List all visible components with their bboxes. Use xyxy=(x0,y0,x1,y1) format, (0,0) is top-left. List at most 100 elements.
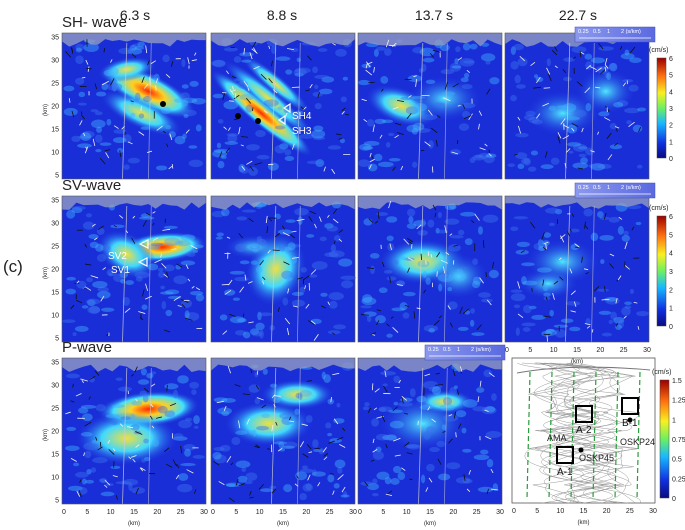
texture-patch xyxy=(462,448,472,453)
texture-patch xyxy=(66,426,77,431)
contour-line xyxy=(539,362,639,504)
texture-patch xyxy=(110,465,121,470)
slowness-arrow xyxy=(156,416,162,419)
texture-patch xyxy=(219,314,228,321)
texture-patch xyxy=(378,406,392,412)
texture-patch xyxy=(279,143,289,150)
texture-patch xyxy=(522,280,538,286)
x-axis-unit: (km) xyxy=(277,521,289,527)
fault-line xyxy=(591,42,595,180)
texture-patch xyxy=(573,143,588,152)
texture-patch xyxy=(71,135,81,143)
texture-patch xyxy=(425,277,431,285)
slowness-arrow xyxy=(376,309,382,312)
texture-patch xyxy=(517,163,525,170)
time-label-4: 22.7 s xyxy=(559,7,597,23)
texture-patch xyxy=(115,481,132,485)
slowness-arrow xyxy=(75,393,82,397)
slowness-arrow xyxy=(401,396,407,401)
slowness-arrow xyxy=(249,496,254,499)
slowness-arrow xyxy=(68,98,71,103)
x-tick-label: 15 xyxy=(130,509,138,516)
texture-patch xyxy=(604,72,610,78)
slowness-arrow xyxy=(369,164,372,170)
slowness-arrow xyxy=(615,322,619,327)
texture-patch xyxy=(553,324,568,328)
slowness-arrow xyxy=(337,474,344,481)
slowness-arrow xyxy=(297,277,304,280)
texture-patch xyxy=(423,380,439,389)
slowness-legend-label: 0.5 xyxy=(443,347,451,353)
texture-patch xyxy=(380,75,389,84)
slowness-arrow xyxy=(367,407,372,414)
texture-patch xyxy=(375,315,386,324)
slowness-arrow xyxy=(306,380,312,382)
texture-patch xyxy=(421,402,427,412)
texture-patch xyxy=(188,145,198,149)
panel-frame xyxy=(210,195,356,343)
texture-patch xyxy=(150,242,164,247)
texture-patch xyxy=(261,413,271,419)
texture-patch xyxy=(239,52,254,57)
texture-patch xyxy=(292,255,298,264)
slowness-legend-label: 1 xyxy=(457,347,460,353)
slowness-arrow xyxy=(81,114,86,120)
slowness-arrow xyxy=(554,46,558,52)
texture-patch xyxy=(376,212,389,217)
texture-patch xyxy=(366,119,375,127)
slowness-arrow xyxy=(638,126,641,133)
texture-patch xyxy=(182,133,187,139)
slowness-arrow xyxy=(191,285,195,289)
texture-patch xyxy=(97,290,111,299)
texture-patch xyxy=(311,129,326,139)
slowness-arrow xyxy=(140,467,146,471)
amplitude-patch xyxy=(408,76,481,121)
texture-patch xyxy=(569,228,580,233)
x-tick-label: 30 xyxy=(643,347,651,354)
slowness-arrow xyxy=(406,113,412,120)
texture-patch xyxy=(224,141,238,145)
map-label-a2: A-2 xyxy=(576,425,592,436)
texture-patch xyxy=(624,305,632,309)
slowness-arrow xyxy=(331,168,336,175)
colorbar-tick-label: 1.25 xyxy=(672,398,685,405)
texture-patch xyxy=(521,322,536,327)
station-dot xyxy=(160,101,166,107)
texture-patch xyxy=(458,266,468,271)
slowness-arrow xyxy=(386,323,390,327)
texture-patch xyxy=(189,290,204,296)
texture-patch xyxy=(258,312,273,317)
texture-patch xyxy=(173,433,184,439)
amplitude-patch xyxy=(519,269,577,299)
texture-patch xyxy=(65,288,77,295)
slowness-arrow xyxy=(381,415,386,423)
texture-patch xyxy=(180,260,196,266)
x-tick-label: 10 xyxy=(550,347,558,354)
texture-patch xyxy=(423,431,432,440)
slowness-arrow xyxy=(428,109,433,116)
texture-patch xyxy=(397,471,406,481)
texture-patch xyxy=(291,47,299,53)
y-tick-label: 35 xyxy=(51,35,59,42)
texture-patch xyxy=(369,253,380,259)
texture-patch xyxy=(224,47,238,52)
texture-patch xyxy=(372,492,379,497)
texture-patch xyxy=(212,150,228,158)
texture-patch xyxy=(284,155,295,162)
slowness-arrow xyxy=(577,167,584,170)
texture-patch xyxy=(257,311,262,321)
fault-line xyxy=(565,42,571,180)
slowness-arrow xyxy=(135,431,143,435)
texture-patch xyxy=(86,277,93,283)
texture-patch xyxy=(300,267,307,273)
texture-patch xyxy=(163,225,178,229)
texture-patch xyxy=(271,45,277,55)
texture-patch xyxy=(597,163,612,169)
slowness-arrow xyxy=(468,113,473,121)
slowness-arrow xyxy=(336,436,344,441)
x-axis-unit: (km) xyxy=(424,521,436,527)
texture-patch xyxy=(164,383,179,390)
slowness-arrow xyxy=(637,326,640,330)
slowness-arrow xyxy=(145,212,151,216)
